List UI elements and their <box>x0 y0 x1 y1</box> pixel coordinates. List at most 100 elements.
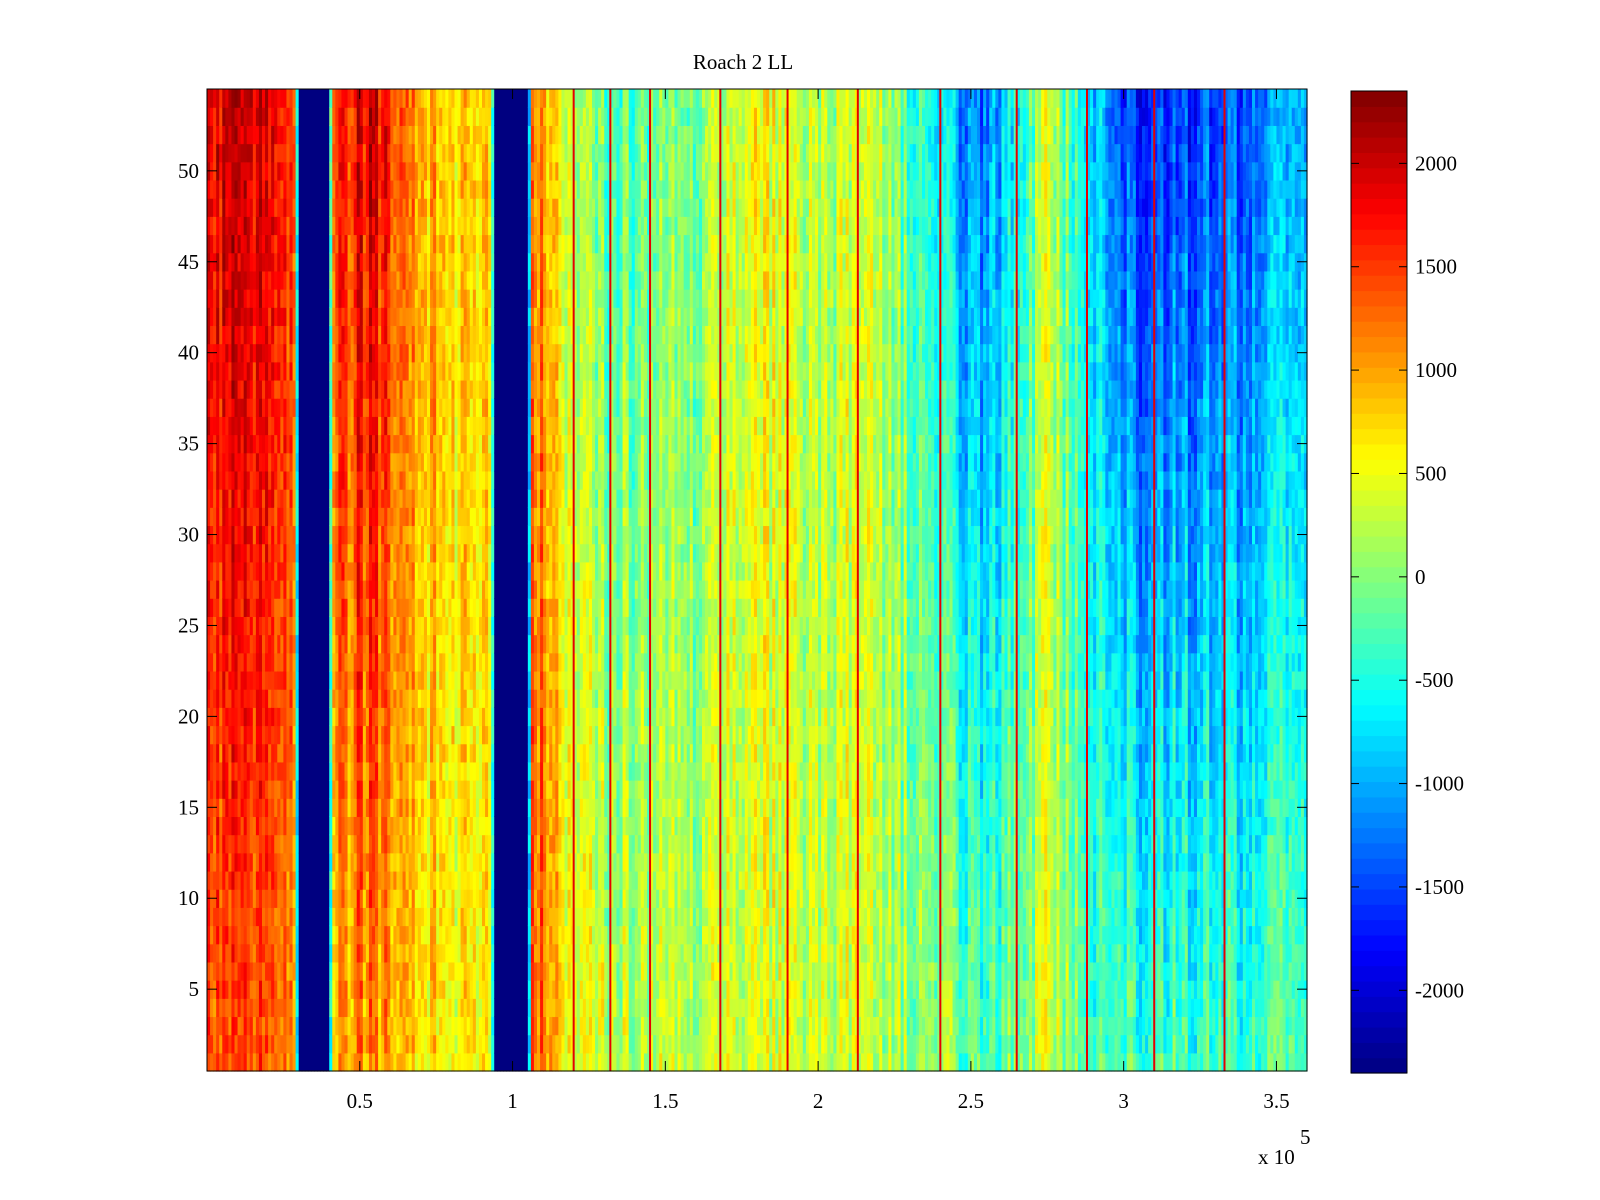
heatmap-cell <box>265 434 269 454</box>
heatmap-cell <box>344 325 349 345</box>
heatmap-cell <box>222 270 226 290</box>
heatmap-cell <box>399 598 404 617</box>
heatmap-cell <box>396 452 401 472</box>
heatmap-cell <box>399 179 404 199</box>
heatmap-cell <box>353 89 358 108</box>
heatmap-cell <box>329 107 333 126</box>
heatmap-cell <box>417 780 422 799</box>
heatmap-cell <box>317 907 321 927</box>
heatmap-cell <box>234 561 239 581</box>
heatmap-cell <box>405 452 410 472</box>
heatmap-cell <box>265 470 269 490</box>
heatmap-cell <box>420 434 425 454</box>
heatmap-cell <box>228 507 233 527</box>
heatmap-cell <box>411 179 416 199</box>
heatmap-cell <box>326 289 330 308</box>
heatmap-cell <box>222 507 226 527</box>
heatmap-cell <box>350 143 355 163</box>
heatmap-cell <box>396 543 401 563</box>
heatmap-cell <box>356 198 361 217</box>
heatmap-cell <box>408 834 413 854</box>
heatmap-cell <box>225 816 229 836</box>
heatmap-cell <box>289 234 294 254</box>
heatmap-cell <box>350 761 355 781</box>
heatmap-cell <box>243 925 248 945</box>
heatmap-cell <box>362 870 367 890</box>
heatmap-cell <box>298 161 303 181</box>
heatmap-cell <box>329 998 333 1018</box>
heatmap-cell <box>320 489 324 508</box>
heatmap-cell <box>225 889 229 908</box>
heatmap-cell <box>320 1034 324 1054</box>
heatmap-cell <box>231 525 236 545</box>
heatmap-cell <box>329 834 333 854</box>
heatmap-cell <box>402 1016 407 1036</box>
heatmap-cell <box>332 470 336 490</box>
heatmap-cell <box>378 670 382 690</box>
heatmap-cell <box>350 889 355 908</box>
heatmap-cell <box>292 689 297 708</box>
heatmap-cell <box>252 798 257 818</box>
heatmap-cell <box>249 452 254 472</box>
heatmap-cell <box>423 343 428 363</box>
heatmap-cell <box>368 398 373 417</box>
heatmap-cell <box>423 998 428 1018</box>
heatmap-cell <box>240 379 245 399</box>
heatmap-cell <box>243 543 248 563</box>
heatmap-cell <box>417 961 422 981</box>
heatmap-cell <box>335 143 339 163</box>
heatmap-cell <box>219 616 223 636</box>
heatmap-cell <box>289 198 294 217</box>
heatmap-cell <box>219 161 223 181</box>
heatmap-cell <box>387 452 391 472</box>
heatmap-cell <box>258 670 263 690</box>
heatmap-cell <box>405 907 410 927</box>
heatmap-cell <box>390 652 394 672</box>
heatmap-cell <box>301 416 306 436</box>
heatmap-cell <box>268 634 272 654</box>
heatmap-cell <box>225 543 229 563</box>
heatmap-cell <box>408 798 413 818</box>
heatmap-cell <box>375 289 379 308</box>
heatmap-cell <box>234 580 239 599</box>
heatmap-cell <box>298 780 303 799</box>
heatmap-cell <box>243 234 248 254</box>
heatmap-cell <box>219 689 223 708</box>
heatmap-cell <box>301 961 306 981</box>
heatmap-cell <box>323 398 327 417</box>
heatmap-cell <box>277 470 281 490</box>
heatmap-cell <box>255 270 260 290</box>
heatmap-cell <box>228 616 233 636</box>
heatmap-cell <box>433 616 437 636</box>
heatmap-cell <box>423 489 428 508</box>
heatmap-cell <box>207 598 211 617</box>
heatmap-cell <box>210 543 214 563</box>
heatmap-cell <box>310 670 315 690</box>
heatmap-cell <box>268 179 272 199</box>
heatmap-cell <box>320 798 324 818</box>
heatmap-cell <box>262 725 266 745</box>
heatmap-cell <box>405 798 410 818</box>
heatmap-cell <box>375 598 379 617</box>
heatmap-cell <box>329 252 333 272</box>
heatmap-cell <box>313 89 318 108</box>
heatmap-cell <box>219 361 223 381</box>
heatmap-cell <box>408 907 413 927</box>
heatmap-cell <box>228 307 233 327</box>
heatmap-cell <box>255 216 260 236</box>
heatmap-cell <box>292 489 297 508</box>
heatmap-cell <box>414 925 419 945</box>
heatmap-cell <box>341 634 346 654</box>
heatmap-cell <box>390 179 394 199</box>
heatmap-cell <box>252 834 257 854</box>
heatmap-cell <box>289 470 294 490</box>
heatmap-cell <box>408 870 413 890</box>
heatmap-cell <box>240 707 245 727</box>
heatmap-cell <box>430 961 434 981</box>
heatmap-cell <box>207 1034 211 1054</box>
heatmap-cell <box>320 725 324 745</box>
heatmap-cell <box>268 452 272 472</box>
heatmap-cell <box>390 1016 394 1036</box>
heatmap-cell <box>430 634 434 654</box>
heatmap-cell <box>335 161 339 181</box>
